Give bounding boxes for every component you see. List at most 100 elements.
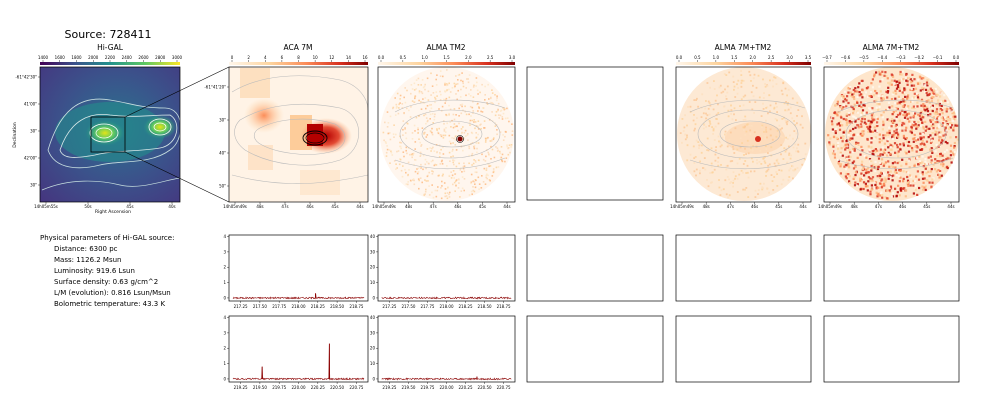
spectrum-aca-row1-xtick-label: 217.50: [253, 304, 267, 309]
empty-panel-spectrum-row2-col5: [675, 315, 812, 383]
spectrum-tm2-row2-ytick-label: 10: [370, 361, 376, 366]
higal-colorbar-tick-label: 1600: [55, 55, 66, 60]
zoom-connector-bottom: [124, 151, 230, 203]
spectrum-tm2-row1-xtick-label: 217.50: [401, 304, 415, 309]
alma7mtm2-colorbar-ticks: 0.0 0.5 1.0 1.5 2.0 2.5 3.0 3.5: [676, 55, 812, 62]
aca7m-y-tick-label: 30": [219, 118, 226, 123]
spectrum-aca-row2-xtick-label: 220.00: [292, 385, 306, 390]
alma7mtm2-neg-x-tick-label: 44s: [947, 204, 954, 209]
alma7mtm2-colorbar-tick-label: 1.5: [731, 55, 738, 60]
spectrum-tm2-row2-ytick-label: 20: [370, 346, 376, 351]
alma7mtm2-x-tick-label: 45s: [775, 204, 782, 209]
spectrum-aca-row1-trace: [232, 293, 365, 300]
alma7mtm2-neg-colorbar-tick-label: 0.0: [953, 55, 960, 60]
spectrum-aca-row1-xtick-label: 218.50: [330, 304, 344, 309]
spectrum-tm2-row2-xtick-label: 220.00: [440, 385, 454, 390]
spectrum-tm2-row2-xtick-label: 219.50: [401, 385, 415, 390]
almatm2-colorbar-tick-label: 0.0: [378, 55, 385, 60]
spectrum-tm2-row1-ytick-label: 30: [370, 249, 376, 254]
spectrum-tm2-row1-ytick-label: 10: [370, 280, 376, 285]
higal-ylabel: Declination: [12, 122, 18, 148]
almatm2-noise: [382, 69, 514, 200]
spectrum-aca-row2-trace: [232, 343, 365, 381]
empty-panel-spectrum-row2-col6: [823, 315, 960, 383]
higal-colorbar-tick-label: 3000: [172, 55, 183, 60]
aca7m-image: [229, 67, 368, 202]
almatm2-primary-beam: [380, 67, 514, 201]
spectrum-tm2-row2-xtick-label: 220.50: [478, 385, 492, 390]
info-bolometric-temperature: Bolometric temperature: 43.3 K: [54, 300, 166, 308]
aca7m-y-tick-label: 50": [219, 184, 226, 189]
alma7mtm2-neg-colorbar-tick-label: −0.2: [914, 55, 924, 60]
alma7mtm2-neg-colorbar-tick-label: −0.5: [859, 55, 869, 60]
higal-colorbar-tick-label: 2400: [122, 55, 133, 60]
aca7m-x-tick-label: 44s: [356, 204, 363, 209]
alma7mtm2-panel: ALMA 7M+TM2 0.0 0.5 1.0 1.5 2.0 2.5 3.0 3.5 14h…: [670, 43, 812, 209]
aca7m-colorbar-ticks: 0 2 4 6 8 10 12 14 16: [231, 55, 368, 62]
alma7mtm2-x-tick-label: 14h05m49s: [670, 204, 694, 209]
alma7mtm2-neg-x-tick-label: 46s: [899, 204, 906, 209]
alma7mtm2-colorbar-tick-label: 1.0: [713, 55, 720, 60]
alma7mtm2-colorbar-tick-label: 0.0: [676, 55, 683, 60]
higal-x-tick-label: 40s: [168, 204, 175, 209]
aca7m-x-tick-label: 45s: [331, 204, 338, 209]
empty-panel-spectrum-row1-col4: [526, 234, 664, 302]
spectrum-tm2-row2-xtick-label: 220.75: [497, 385, 511, 390]
higal-y-tick-label: 41'00": [24, 102, 37, 107]
alma7mtm2-colorbar-tick-label: 2.0: [750, 55, 757, 60]
alma7mtm2-neg-colorbar-tick-label: −0.4: [877, 55, 887, 60]
figure-title: Source: 728411: [65, 28, 152, 41]
spectrum-aca-row1-ytick-label: 2: [223, 265, 226, 270]
almatm2-colorbar-tick-label: 1.5: [443, 55, 450, 60]
higal-colorbar-tick-label: 2200: [105, 55, 116, 60]
aca7m-x-tick-label: 14h05m49s: [223, 204, 247, 209]
aca7m-x-ticks: 14h05m49s 48s 47s 46s 45s 44s: [223, 202, 364, 209]
spectrum-aca-row2-ytick-label: 1: [223, 361, 226, 366]
almatm2-colorbar-tick-label: 1.0: [421, 55, 428, 60]
spectrum-tm2-row1-ytick-label: 40: [370, 234, 376, 239]
alma7mtm2-noise: [679, 70, 807, 199]
alma7mtm2-x-tick-label: 48s: [703, 204, 710, 209]
aca7m-colorbar-tick-label: 0: [231, 55, 234, 60]
alma7mtm2-colorbar-tick-label: 0.5: [694, 55, 701, 60]
higal-y-tick-label: -61°42'30": [15, 75, 37, 80]
info-lm-ratio: L/M (evolution): 0.816 Lsun/Msun: [54, 289, 171, 297]
info-mass: Mass: 1126.2 Msun: [54, 256, 122, 264]
higal-x-tick-label: 14h05m55s: [34, 204, 58, 209]
spectrum-aca-row1-ytick-label: 0: [223, 295, 226, 300]
spectrum-tm2-row1-ytick-label: 20: [370, 265, 376, 270]
info-heading: Physical parameters of Hi-GAL source:: [40, 234, 175, 242]
spectrum-tm2-row1-xtick-label: 217.75: [420, 304, 434, 309]
empty-panel-spectrum-row1-col5: [675, 234, 812, 302]
almatm2-colorbar-tick-label: 2.0: [465, 55, 472, 60]
aca7m-colorbar-tick-label: 12: [329, 55, 335, 60]
empty-panel-spectrum-row1-col6: [823, 234, 960, 302]
spectrum-tm2-row2: 0 10 20 30 40 219.25 219.50 219.75 220.00 220.25 2…: [370, 315, 516, 390]
aca7m-y-tick-label: -61°41'20": [204, 85, 226, 90]
higal-x-tick-label: 45s: [126, 204, 133, 209]
almatm2-colorbar-tick-label: 2.5: [487, 55, 494, 60]
alma7mtm2-x-tick-label: 47s: [727, 204, 734, 209]
almatm2-title: ALMA TM2: [426, 43, 465, 52]
aca7m-panel: ACA 7M 0 2 4 6 8 10 12 14 16 -61°41'20" 30" 40" 50"…: [204, 43, 369, 209]
spectrum-tm2-row1-xtick-label: 217.25: [382, 304, 396, 309]
higal-y-tick-label: 30": [30, 183, 37, 188]
alma7mtm2-neg-x-tick-label: 14h05m49s: [818, 204, 842, 209]
info-surface-density: Surface density: 0.63 g/cm^2: [54, 278, 159, 286]
alma7mtm2-colorbar-tick-label: 3.5: [805, 55, 812, 60]
info-distance: Distance: 6300 pc: [54, 245, 118, 253]
almatm2-source: [457, 136, 463, 142]
alma7mtm2-neg-x-tick-label: 45s: [923, 204, 930, 209]
alma7mtm2-neg-colorbar: [824, 62, 959, 65]
spectrum-aca-row2-ytick-label: 3: [223, 330, 226, 335]
spectrum-tm2-row2-ytick-label: 0: [372, 376, 375, 381]
empty-panel-spectrum-row2-col4: [526, 315, 664, 383]
spectrum-tm2-row2-trace: [381, 376, 512, 381]
higal-colorbar-tick-label: 2600: [138, 55, 149, 60]
spectrum-aca-row2-xtick-label: 220.75: [349, 385, 363, 390]
aca7m-colorbar-tick-label: 4: [264, 55, 267, 60]
spectrum-aca-row1-ytick-label: 1: [223, 280, 226, 285]
almatm2-colorbar-tick-label: 0.5: [400, 55, 407, 60]
spectrum-tm2-row2-ytick-label: 30: [370, 330, 376, 335]
alma7mtm2-x-ticks: 14h05m49s 48s 47s 46s 45s 44s: [670, 202, 807, 209]
